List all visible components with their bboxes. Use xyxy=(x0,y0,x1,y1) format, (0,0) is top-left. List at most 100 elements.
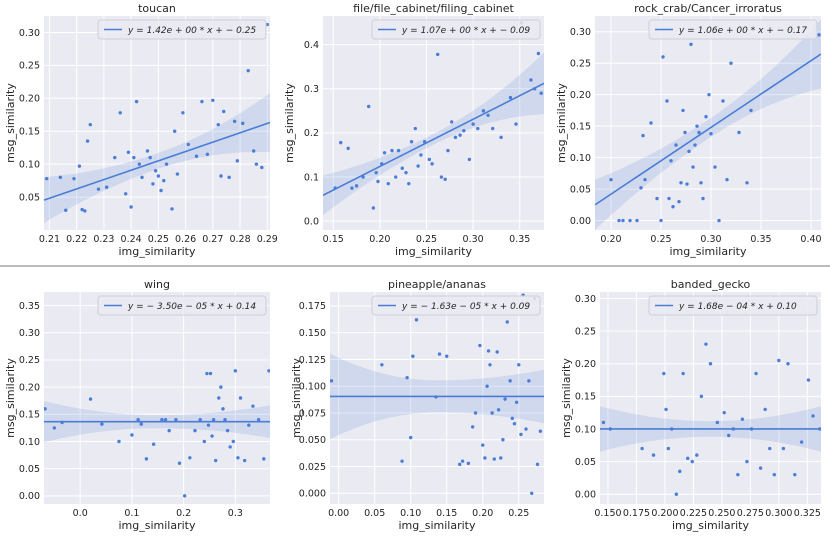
y-tick-label: 0.000 xyxy=(299,489,326,500)
data-point xyxy=(508,379,512,383)
chart-panel: 0.21 0.22 0.23 0.24 0.25 0.26 0.27 0.28 0.29 0.05… xyxy=(4,2,278,258)
y-axis-label: msg_similarity xyxy=(555,83,568,163)
data-point xyxy=(262,457,266,461)
data-point xyxy=(777,358,781,363)
plot-area xyxy=(600,292,821,504)
data-point xyxy=(251,149,256,153)
data-point xyxy=(219,174,223,178)
y-tick-label: 0.20 xyxy=(570,90,591,101)
data-point xyxy=(486,349,491,353)
y-tick-label: 0.00 xyxy=(570,216,591,227)
x-tick-label: 0.15 xyxy=(323,234,344,245)
data-point xyxy=(148,155,152,160)
data-point xyxy=(666,446,671,451)
x-tick-label: 0.0 xyxy=(73,508,88,519)
y-tick-label: 0.2 xyxy=(304,128,319,139)
y-axis-label: msg_similarity xyxy=(290,358,303,438)
data-point xyxy=(486,113,490,117)
data-point xyxy=(346,146,350,151)
data-point xyxy=(134,99,139,104)
data-point xyxy=(687,149,691,154)
x-axis-label: img_similarity xyxy=(672,519,750,532)
data-point xyxy=(140,175,144,180)
x-tick-label: 0.20 xyxy=(600,234,621,245)
data-point xyxy=(722,410,726,415)
data-point xyxy=(727,433,731,438)
y-tick-label: 0.25 xyxy=(575,326,596,337)
data-point xyxy=(88,397,93,401)
data-point xyxy=(781,446,786,451)
data-point xyxy=(458,133,462,137)
data-point xyxy=(659,218,663,223)
data-point xyxy=(251,404,255,408)
data-point xyxy=(639,186,643,190)
chart-panel: 0.150 0.175 0.200 0.225 0.250 0.275 0.300 0.325… xyxy=(560,278,821,532)
data-point xyxy=(601,420,606,425)
data-point xyxy=(104,185,109,189)
data-point xyxy=(466,461,471,466)
data-point xyxy=(390,148,394,153)
y-tick-label: 0.100 xyxy=(299,382,326,393)
x-tick-label: 0.25 xyxy=(508,508,529,519)
x-tick-label: 0.25 xyxy=(650,234,671,245)
data-point xyxy=(736,472,740,477)
x-tick-label: 0.325 xyxy=(794,508,821,519)
data-point xyxy=(44,407,47,411)
data-point xyxy=(136,418,140,422)
data-point xyxy=(643,177,647,182)
y-axis-label: msg_similarity xyxy=(4,83,17,163)
y-tick-label: 0.25 xyxy=(19,61,40,72)
legend: y = 1.06e + 00 * x + − 0.17 xyxy=(648,19,818,40)
data-point xyxy=(151,442,156,446)
data-point xyxy=(758,466,763,470)
data-point xyxy=(662,371,666,376)
data-point xyxy=(621,218,625,223)
data-point xyxy=(445,354,449,358)
x-tick-label: 0.40 xyxy=(800,234,821,245)
data-point xyxy=(200,99,204,104)
data-point xyxy=(793,472,797,477)
data-point xyxy=(242,458,247,463)
y-tick-label: 0.25 xyxy=(19,355,40,366)
plot-area xyxy=(44,16,270,230)
legend-box xyxy=(371,295,541,316)
data-point xyxy=(380,363,384,367)
data-point xyxy=(462,129,466,133)
data-point xyxy=(524,427,528,431)
data-point xyxy=(350,186,354,190)
data-point xyxy=(58,175,63,180)
data-point xyxy=(225,428,230,433)
data-point xyxy=(174,418,178,422)
data-point xyxy=(77,164,82,168)
y-tick-label: 0.10 xyxy=(19,159,40,170)
data-point xyxy=(508,95,513,100)
y-tick-label: 0.1 xyxy=(304,172,319,183)
data-point xyxy=(478,343,482,348)
confidence-band xyxy=(323,52,544,216)
legend: y = − 1.63e − 05 * x + 0.09 xyxy=(371,295,541,316)
x-axis-label: img_similarity xyxy=(669,245,747,258)
x-tick-label: 0.275 xyxy=(737,508,764,519)
data-point xyxy=(202,439,207,444)
data-point xyxy=(471,122,475,126)
data-point xyxy=(247,423,251,427)
data-point xyxy=(123,192,128,196)
chart-title: wing xyxy=(144,278,170,291)
data-point xyxy=(404,170,408,175)
data-point xyxy=(446,148,450,153)
data-point xyxy=(52,426,57,430)
x-tick-label: 0.24 xyxy=(121,234,142,245)
x-tick-label: 0.30 xyxy=(700,234,721,245)
data-point xyxy=(745,459,749,464)
data-point xyxy=(685,182,689,186)
data-point xyxy=(709,132,713,136)
chart-title: toucan xyxy=(138,2,176,15)
data-point xyxy=(661,55,665,59)
y-tick-label: 0.00 xyxy=(19,491,40,502)
data-point xyxy=(413,126,418,131)
data-point xyxy=(198,418,202,422)
data-point xyxy=(414,318,419,322)
data-point xyxy=(163,418,168,422)
x-tick-label: 0.10 xyxy=(400,508,421,519)
data-point xyxy=(330,379,334,383)
